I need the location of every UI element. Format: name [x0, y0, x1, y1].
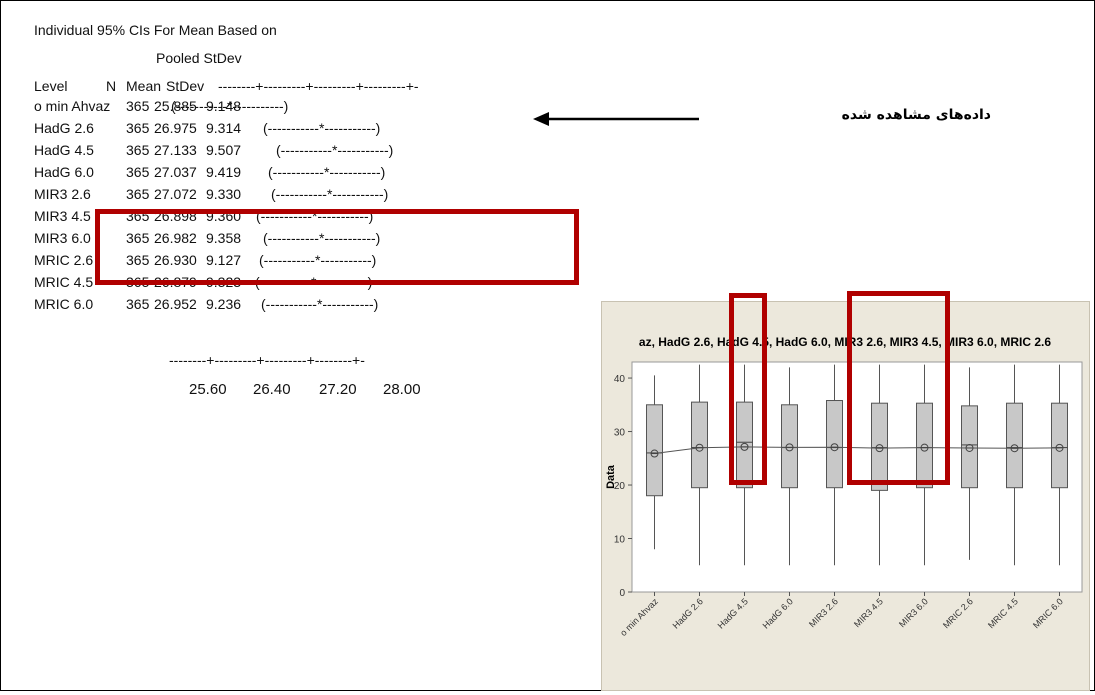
boxplot-highlight-hadg45 [729, 293, 767, 485]
row-level: MIR3 4.5 [34, 208, 91, 224]
row-n: 365 [126, 164, 150, 180]
row-level: o min Ahvaz [34, 98, 111, 114]
x-tick-label: MRIC 2.6 [941, 596, 975, 630]
row-mean: 27.037 [154, 164, 197, 180]
row-stdev: 9.127 [206, 252, 242, 268]
row-ci-interval: (-----------*-----------) [259, 252, 377, 268]
box [1006, 402, 1023, 489]
row-level: HadG 4.5 [34, 142, 94, 158]
row-stdev: 9.358 [206, 230, 242, 246]
table-row: HadG 6.0 365 27.037 9.419 (-----------*-----… [34, 163, 554, 181]
header-stdev: StDev [166, 78, 205, 94]
table-row: MIR3 6.0 365 26.982 9.358 (-----------*-----… [34, 229, 554, 247]
row-stdev: 9.236 [206, 296, 242, 312]
y-tick-label: 10 [614, 535, 626, 546]
box [781, 404, 798, 489]
chart-title: az, HadG 2.6, HadG 4.5, HadG 6.0, MIR3 2… [639, 335, 1051, 349]
row-n: 365 [126, 186, 150, 202]
observed-data-label: داده‌های مشاهده شده [841, 107, 991, 123]
y-tick-label: 30 [614, 428, 626, 439]
row-ci-interval: (-----------*-----------) [263, 120, 381, 136]
row-stdev: 9.314 [206, 120, 242, 136]
box [871, 402, 888, 491]
boxplot-panel: az, HadG 2.6, HadG 4.5, HadG 6.0, MIR3 2… [601, 301, 1090, 691]
row-level: MIR3 2.6 [34, 186, 91, 202]
boxplot-chart: az, HadG 2.6, HadG 4.5, HadG 6.0, MIR3 2… [605, 335, 1083, 638]
left-arrow-icon [533, 112, 699, 126]
table-highlight-box [95, 209, 579, 285]
header-rule: --------+---------+---------+---------+- [218, 78, 419, 94]
ci-title-line1: Individual 95% CIs For Mean Based on [34, 22, 277, 38]
row-mean: 27.072 [154, 186, 197, 202]
x-tick-label: MRIC 4.5 [986, 596, 1020, 630]
y-tick-label: 40 [614, 374, 626, 385]
box [691, 401, 708, 489]
box [961, 405, 978, 489]
row-level: MRIC 6.0 [34, 296, 94, 312]
row-ci-interval: (-----------*-----------) [263, 230, 381, 246]
row-mean: 27.133 [154, 142, 197, 158]
x-tick-label: HadG 4.5 [716, 596, 750, 630]
ci-tick-label: 27.20 [319, 381, 357, 398]
row-mean: 26.982 [154, 230, 197, 246]
row-n: 365 [126, 296, 150, 312]
row-mean: 25.885 [154, 98, 197, 114]
table-row: MRIC 2.6 365 26.930 9.127 (-----------*-----… [34, 251, 554, 269]
table-row: MRIC 6.0 365 26.952 9.236 (-----------*-----… [34, 295, 554, 313]
ci-title-line2: Pooled StDev [156, 50, 242, 66]
row-n: 365 [126, 142, 150, 158]
box [1051, 402, 1068, 489]
x-tick-label: MIR3 2.6 [807, 596, 840, 629]
table-row: o min Ahvaz 365 25.885 9.148 (-----------*--… [34, 97, 554, 115]
x-tick-label: HadG 2.6 [671, 596, 705, 630]
header-n: N [106, 78, 117, 94]
table-row: HadG 2.6 365 26.975 9.314 (-----------*-----… [34, 119, 554, 137]
row-ci-interval: (-----------*-----------) [268, 164, 386, 180]
row-stdev: 9.507 [206, 142, 242, 158]
ci-tick-label: 25.60 [189, 381, 227, 398]
x-tick-label: MIR3 6.0 [897, 596, 930, 629]
boxplot-highlight-mir3 [847, 291, 950, 485]
row-ci-interval: (-----------*-----------) [276, 142, 394, 158]
row-level: HadG 6.0 [34, 164, 94, 180]
row-ci-interval: (-----------*-----------) [271, 186, 389, 202]
x-tick-label: MIR3 4.5 [852, 596, 885, 629]
ci-tick-label: 28.00 [383, 381, 421, 398]
row-level: MRIC 4.5 [34, 274, 94, 290]
mean-connect-line [654, 446, 1060, 455]
box [916, 402, 933, 489]
y-tick-label: 0 [619, 588, 625, 599]
row-n: 365 [126, 230, 150, 246]
ci-axis-rule: --------+---------+---------+--------+- [169, 352, 365, 368]
row-mean: 26.952 [154, 296, 197, 312]
x-tick-label: HadG 6.0 [761, 596, 795, 630]
row-n: 365 [126, 120, 150, 136]
row-ci-interval: (-----------*-----------) [171, 98, 289, 114]
y-tick-label: 20 [614, 481, 626, 492]
table-row: MIR3 2.6 365 27.072 9.330 (-----------*-----… [34, 185, 554, 203]
row-n: 365 [126, 98, 150, 114]
row-stdev: 9.419 [206, 164, 242, 180]
row-mean: 26.975 [154, 120, 197, 136]
row-stdev: 9.148 [206, 98, 242, 114]
header-level: Level [34, 78, 68, 94]
ci-header-row: Level N Mean StDev --------+---------+--… [34, 77, 554, 95]
x-tick-label: MRIC 6.0 [1031, 596, 1065, 630]
row-n: 365 [126, 252, 150, 268]
box [736, 401, 753, 489]
row-level: MRIC 2.6 [34, 252, 94, 268]
table-row: HadG 4.5 365 27.133 9.507 (-----------*-----… [34, 141, 554, 159]
row-ci-interval: (-----------*-----------) [261, 296, 379, 312]
ci-tick-label: 26.40 [253, 381, 291, 398]
header-mean: Mean [126, 78, 162, 94]
row-mean: 26.930 [154, 252, 197, 268]
row-stdev: 9.330 [206, 186, 242, 202]
y-axis-label: Data [605, 464, 617, 489]
x-tick-label: o min Ahvaz [618, 596, 660, 638]
row-level: HadG 2.6 [34, 120, 94, 136]
row-level: MIR3 6.0 [34, 230, 91, 246]
